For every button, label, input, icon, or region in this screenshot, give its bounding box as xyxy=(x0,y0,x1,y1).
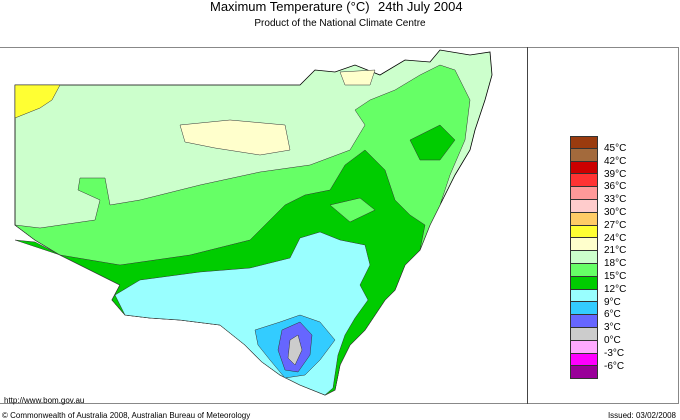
legend-label: 27°C xyxy=(604,220,627,231)
legend-box xyxy=(570,187,598,200)
legend-label: 0°C xyxy=(604,335,621,346)
legend-box xyxy=(570,136,598,149)
legend-box xyxy=(570,353,598,367)
legend-box xyxy=(570,161,598,175)
legend-label: 15°C xyxy=(604,271,627,282)
legend-box xyxy=(570,366,598,380)
legend-label: -6°C xyxy=(604,361,625,372)
legend-label: 45°C xyxy=(604,143,627,154)
source-link[interactable]: http://www.bom.gov.au xyxy=(4,396,85,405)
legend-box xyxy=(570,276,598,290)
legend-label: 6°C xyxy=(604,309,621,320)
map-date: 24th July 2004 xyxy=(378,0,463,14)
legend-label: 18°C xyxy=(604,258,627,269)
legend-box xyxy=(570,225,598,239)
legend-box xyxy=(570,238,598,252)
legend-box xyxy=(570,174,598,188)
legend-label: 24°C xyxy=(604,233,627,244)
issued-date: Issued: 03/02/2008 xyxy=(607,411,676,420)
legend-label: -3°C xyxy=(604,348,625,359)
legend-label: 3°C xyxy=(604,322,621,333)
legend-box xyxy=(570,199,598,213)
legend-label: 9°C xyxy=(604,297,621,308)
legend-box xyxy=(570,148,598,162)
panel-divider xyxy=(527,47,528,404)
color-legend: 45°C 42°C 39°C 36°C 33°C 30°C 27°C 24°C … xyxy=(570,136,626,380)
region-0-3 xyxy=(287,334,303,366)
temperature-map xyxy=(14,49,493,396)
map-title: Maximum Temperature (°C) xyxy=(210,0,370,14)
copyright-text: © Commonwealth of Australia 2008, Austra… xyxy=(2,411,251,420)
legend-label: 33°C xyxy=(604,194,627,205)
legend-label: 21°C xyxy=(604,245,627,256)
legend-label: 36°C xyxy=(604,181,627,192)
region-24-27 xyxy=(14,84,61,119)
legend-box xyxy=(570,212,598,226)
legend-box xyxy=(570,289,598,303)
legend-label: 12°C xyxy=(604,284,627,295)
legend-box xyxy=(570,340,598,354)
legend-box xyxy=(570,315,598,328)
legend-box xyxy=(570,263,598,277)
legend-label: 42°C xyxy=(604,156,627,167)
legend-box xyxy=(570,302,598,316)
legend-box xyxy=(570,327,598,341)
region-21-24 xyxy=(179,119,291,156)
map-frame xyxy=(0,47,679,404)
map-subtitle: Product of the National Climate Centre xyxy=(254,18,426,29)
legend-label: 39°C xyxy=(604,169,627,180)
legend-box xyxy=(570,251,598,264)
legend-label: 30°C xyxy=(604,207,627,218)
